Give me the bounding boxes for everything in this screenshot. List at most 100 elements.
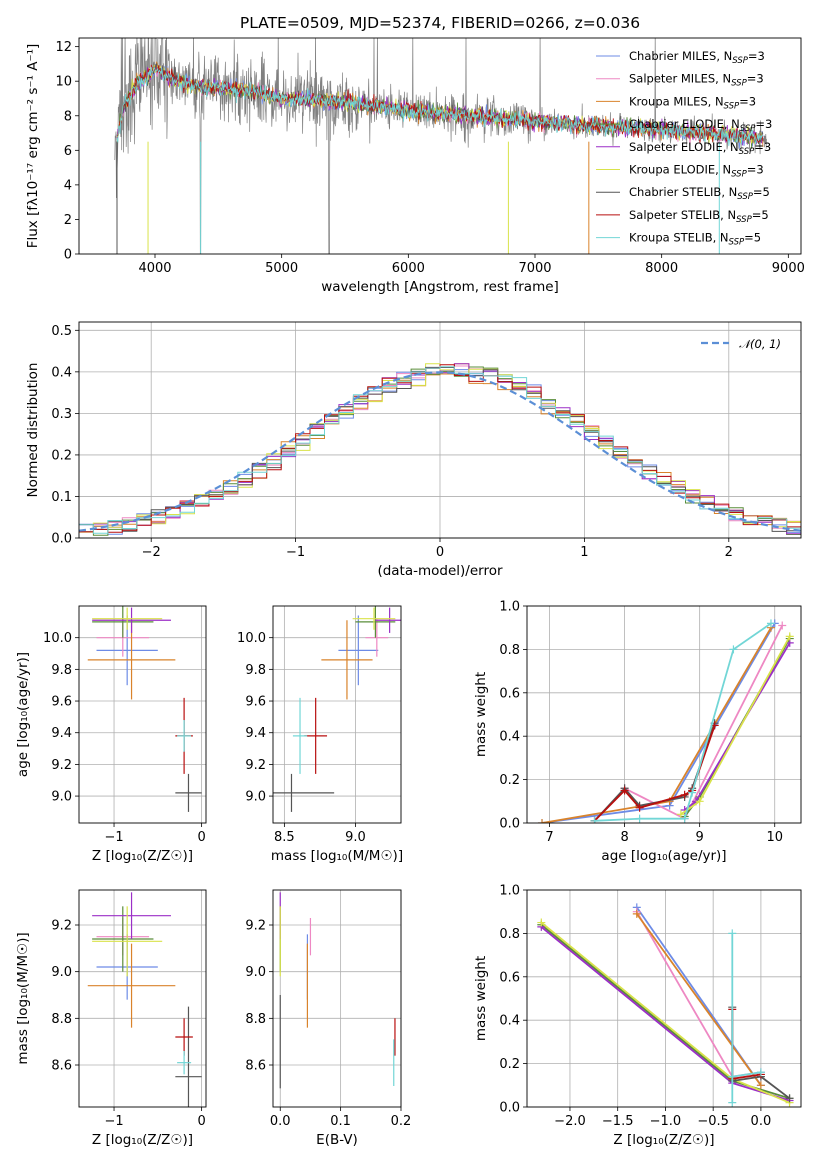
mass-EBV-ytick-label: 8.8 [245,1012,266,1027]
spectrum-xlabel: wavelength [Angstrom, rest frame] [321,279,559,295]
weight-age-ytick-label: 0.0 [499,817,520,832]
mass-EBV-xlabel: E(B-V) [316,1132,358,1148]
spectrum-xtick-label: 4000 [138,261,171,276]
weight-age-ylabel: mass weight [473,672,489,757]
weight-point-marker [778,621,787,630]
weight-Z-ytick-label: 1.0 [499,884,520,899]
weight-point-marker [632,909,641,918]
weight-point-marker [635,803,644,812]
spectrum-ytick-label: 12 [55,40,72,55]
residuals-ylabel: Normed distribution [25,363,41,498]
mass-Z-grid [79,890,206,1107]
spectrum-plot-area [114,38,767,254]
residuals-xtick-label: 1 [580,545,588,560]
residuals-xtick-label: −1 [286,545,305,560]
weight-age-grid [527,605,801,824]
weight-point-marker [729,645,738,654]
mass-Z-plot-area [87,892,202,1107]
age-Z-plot-area [87,606,202,812]
residuals-xtick-label: −2 [142,545,161,560]
panel-mass-Z: −1 0 8.6 8.8 9.0 9.2 Z [log₁₀(Z/Z☉)] mass [log₁… [15,889,207,1148]
weight-Z-ytick-label: 0.4 [499,1014,520,1029]
weight-Z-frame [526,889,802,1108]
weight-point-marker [756,1081,765,1090]
mass-EBV-frame [272,889,402,1108]
residuals-ytick-label: 0.5 [51,324,72,339]
spectrum-xtick-label: 7000 [518,261,551,276]
age-Z-ylabel: age [log₁₀(age/yr)] [15,652,31,777]
weight-point-marker [538,819,547,823]
spectrum-xtick-label: 8000 [645,261,678,276]
age-Z-ytick-label: 10.0 [43,631,72,646]
age-mass-grid [273,606,401,823]
weight-Z-ytick-label: 0.2 [499,1057,520,1072]
spectrum-ytick-label: 10 [55,75,72,90]
legend-entry: Salpeter STELIB, NSSP=5 [629,208,769,225]
weight-point-marker [728,1098,737,1107]
age-mass-ytick-label: 9.2 [245,758,266,773]
weight-series-line [684,642,791,811]
panel-mass-EBV: 0.0 0.1 0.2 8.6 8.8 9.0 9.2 E(B-V) [245,889,411,1148]
spectrum-ytick-label: 4 [64,178,72,193]
weight-series-line [541,627,772,823]
weight-point-marker [635,814,644,823]
weight-Z-xlabel: Z [log₁₀(Z/Z☉)] [613,1132,714,1148]
weight-point-marker [680,814,689,823]
legend-entry: Chabrier ELODIE, NSSP=3 [629,117,772,134]
age-Z-xtick-label: 0 [197,830,205,845]
weight-age-xtick-label: 7 [545,830,553,845]
age-mass-ytick-label: 9.0 [245,790,266,805]
weight-age-ytick-label: 0.4 [499,730,520,745]
weight-Z-ytick-label: 0.6 [499,970,520,985]
weight-age-plot-area [538,619,794,823]
residuals-ytick-label: 0.3 [51,407,72,422]
age-Z-ytick-label: 9.4 [51,726,72,741]
weight-point-marker [676,810,685,819]
residuals-ytick-label: 0.1 [51,490,72,505]
mass-Z-ytick-label: 9.2 [51,919,72,934]
legend-entry: Chabrier STELIB, NSSP=5 [629,185,770,202]
spectrum-model-line [116,63,764,144]
mass-Z-xtick-label: 0 [197,1114,205,1129]
weight-Z-xtick-label: −2.0 [554,1114,586,1129]
residuals-xtick-label: 2 [725,545,733,560]
spectrum-ytick-label: 8 [64,109,72,124]
figure-title: PLATE=0509, MJD=52374, FIBERID=0266, z=0… [240,14,640,32]
weight-point-marker [590,816,599,823]
weight-series-line [731,933,762,1103]
residuals-ytick-label: 0.2 [51,448,72,463]
weight-age-ytick-label: 0.2 [499,773,520,788]
weight-point-marker [695,797,704,806]
residuals-ytick-label: 0.4 [51,365,72,380]
weight-age-xtick-label: 9 [696,830,704,845]
weight-age-xtick-label: 10 [766,830,783,845]
mass-EBV-plot-area [279,892,396,1089]
residuals-plot-area [79,363,801,536]
age-Z-grid [79,606,206,823]
panel-weight-age: 7 8 9 10 0.0 0.2 0.4 0.6 0.8 1.0 age [log₁₀(age/yr… [473,600,802,864]
legend-entry: Kroupa MILES, NSSP=3 [629,94,756,111]
weight-point-marker [756,1068,765,1077]
mass-EBV-grid [273,890,402,1107]
weight-Z-xtick-label: 0.0 [751,1114,772,1129]
mass-Z-frame [78,889,207,1108]
weight-point-marker [537,918,546,927]
residual-histogram [79,366,801,534]
weight-age-xtick-label: 8 [620,830,628,845]
mass-Z-xlabel: Z [log₁₀(Z/Z☉)] [92,1132,193,1148]
age-mass-xlabel: mass [log₁₀(M/M☉)] [271,848,403,864]
weight-point-marker [766,619,775,628]
panel-weight-Z: −2.0 −1.5 −1.0 −0.5 0.0 0.0 0.2 0.4 0.6 0.8 1.0 Z [… [473,884,802,1148]
panel-residuals: −2 −1 0 1 2 0.0 0.1 0.2 0.3 0.4 0.5 (data-model)/er… [25,321,802,579]
spectrum-xtick-label: 9000 [772,261,805,276]
spectrum-ytick-label: 2 [64,213,72,228]
mass-EBV-xtick-label: 0.0 [270,1114,291,1129]
mass-Z-ytick-label: 8.8 [51,1012,72,1027]
legend-entry: Kroupa ELODIE, NSSP=3 [629,163,764,180]
legend-entry: Chabrier MILES, NSSP=3 [629,49,765,66]
weight-Z-ytick-label: 0.0 [499,1101,520,1116]
mass-EBV-ytick-label: 9.0 [245,965,266,980]
age-mass-xtick-label: 9.0 [345,830,366,845]
legend-entry: Salpeter MILES, NSSP=3 [629,72,764,89]
mass-Z-ytick-label: 8.6 [51,1059,72,1074]
